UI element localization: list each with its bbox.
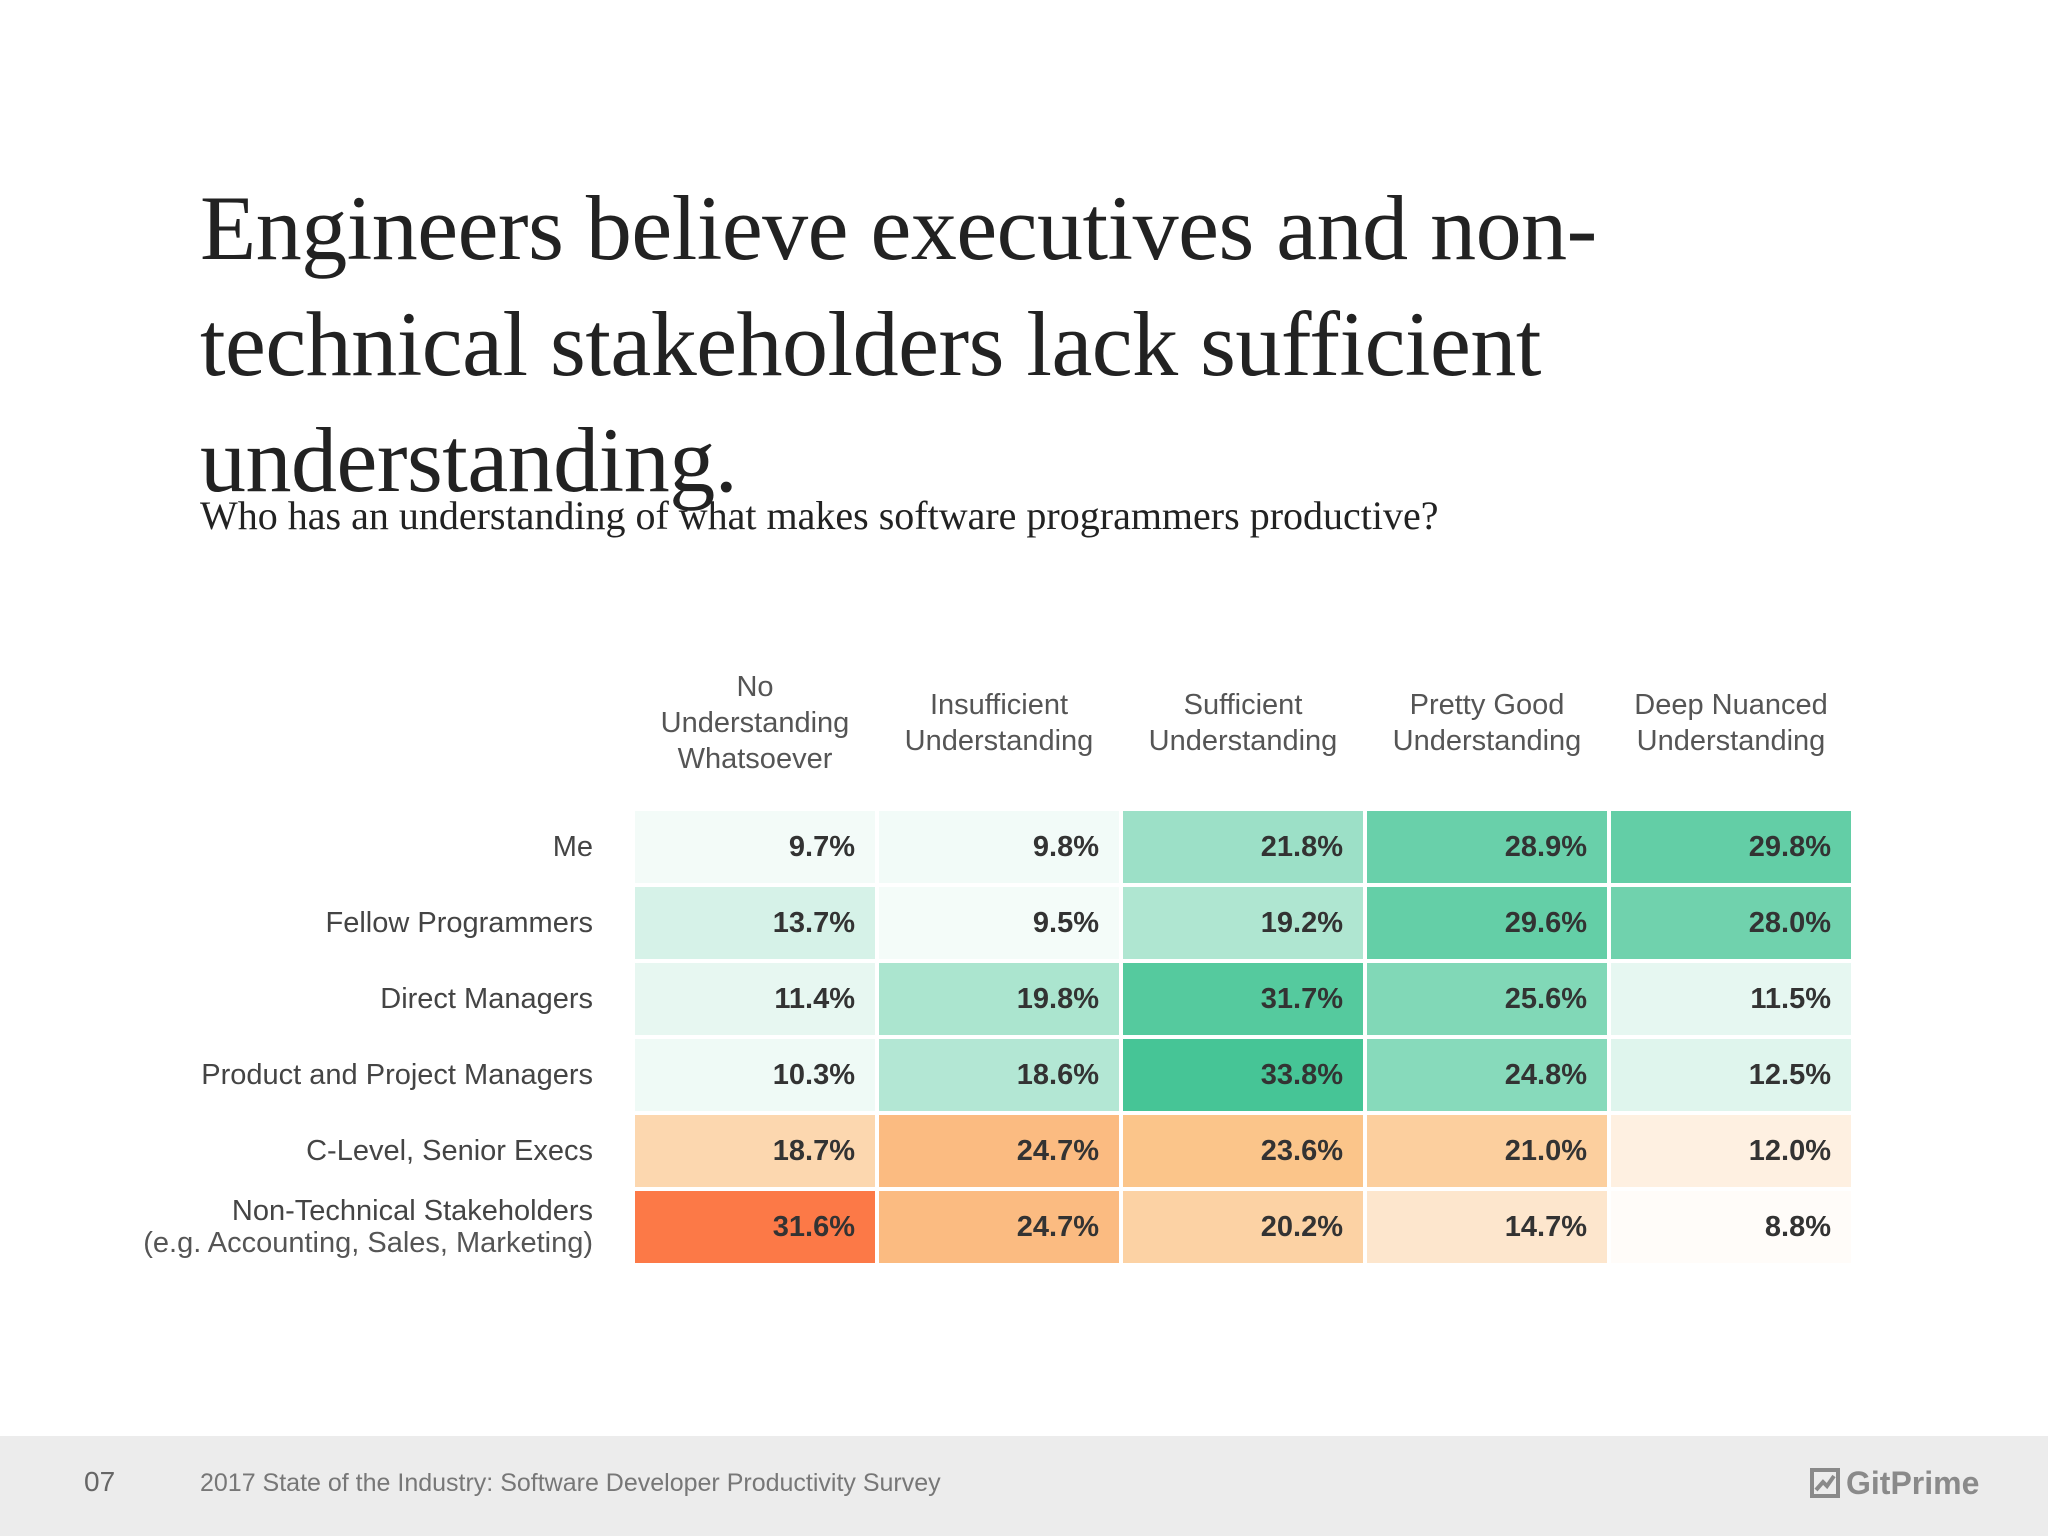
row-label-text: Me — [552, 831, 593, 863]
heatmap-cell: 28.9% — [1367, 811, 1607, 883]
heatmap-cell: 11.4% — [635, 963, 875, 1035]
heatmap-cell: 28.0% — [1611, 887, 1851, 959]
row-label: Product and Project Managers — [100, 1059, 593, 1091]
row-label-text: Product and Project Managers — [201, 1059, 593, 1091]
heatmap-cell: 14.7% — [1367, 1191, 1607, 1263]
row-label: Me — [100, 831, 593, 863]
row-label: Direct Managers — [100, 983, 593, 1015]
gitprime-logo: GitPrime — [1810, 1463, 1979, 1503]
heatmap-cell: 21.0% — [1367, 1115, 1607, 1187]
row-label: Fellow Programmers — [100, 907, 594, 939]
heatmap-cell: 24.7% — [879, 1115, 1119, 1187]
row-label-text: Fellow Programmers — [325, 907, 594, 939]
heatmap-cell: 9.5% — [879, 887, 1119, 959]
heatmap-cell: 9.7% — [635, 811, 875, 883]
heatmap-cell: 31.7% — [1123, 963, 1363, 1035]
heatmap-cell: 24.7% — [879, 1191, 1119, 1263]
heatmap-cell: 20.2% — [1123, 1191, 1363, 1263]
page-title: Engineers believe executives and non-tec… — [200, 177, 1597, 511]
column-header: Sufficient Understanding — [1148, 689, 1338, 757]
row-label: Non-Technical Stakeholders (e.g. Accounti… — [100, 1195, 593, 1259]
heatmap-cell: 19.2% — [1123, 887, 1363, 959]
heatmap-cell: 10.3% — [635, 1039, 875, 1111]
logo-text: GitPrime — [1846, 1464, 1980, 1501]
heatmap-cell: 18.7% — [635, 1115, 875, 1187]
heatmap-cell: 13.7% — [635, 887, 875, 959]
column-header: Deep Nuanced Understanding — [1634, 689, 1828, 757]
heatmap-cell: 12.5% — [1611, 1039, 1851, 1111]
page-number: 07 — [84, 1466, 116, 1497]
chart-question: Who has an understanding of what makes s… — [200, 493, 1439, 538]
heatmap-cell: 33.8% — [1123, 1039, 1363, 1111]
column-header: Pretty Good Understanding — [1392, 689, 1582, 757]
heatmap-cell: 31.6% — [635, 1191, 875, 1263]
heatmap-cell: 23.6% — [1123, 1115, 1363, 1187]
footer: 07 2017 State of the Industry: Software … — [0, 1436, 2048, 1536]
heatmap-cell: 24.8% — [1367, 1039, 1607, 1111]
row-sublabel: (e.g. Accounting, Sales, Marketing) — [143, 1227, 593, 1259]
row-label-text: C-Level, Senior Execs — [306, 1135, 593, 1167]
heatmap-cell: 8.8% — [1611, 1191, 1851, 1263]
row-label-text: Non-Technical Stakeholders — [231, 1195, 593, 1227]
heatmap-cell: 21.8% — [1123, 811, 1363, 883]
heatmap-cell: 12.0% — [1611, 1115, 1851, 1187]
heatmap-chart: No Understanding Whatsoever Insufficient … — [100, 671, 1851, 1263]
heatmap-cell: 29.6% — [1367, 887, 1607, 959]
column-header: No Understanding Whatsoever — [660, 671, 850, 775]
heatmap-cell: 29.8% — [1611, 811, 1851, 883]
heatmap-cell: 25.6% — [1367, 963, 1607, 1035]
gitprime-logo-icon — [1810, 1468, 1840, 1498]
column-header: Insufficient Understanding — [904, 689, 1094, 757]
row-label: C-Level, Senior Execs — [100, 1135, 593, 1167]
footer-text: 2017 State of the Industry: Software Dev… — [200, 1469, 941, 1497]
heatmap-cell: 19.8% — [879, 963, 1119, 1035]
row-label-text: Direct Managers — [380, 983, 593, 1015]
heatmap-cell: 11.5% — [1611, 963, 1851, 1035]
heatmap-cell: 9.8% — [879, 811, 1119, 883]
heatmap-cell: 18.6% — [879, 1039, 1119, 1111]
